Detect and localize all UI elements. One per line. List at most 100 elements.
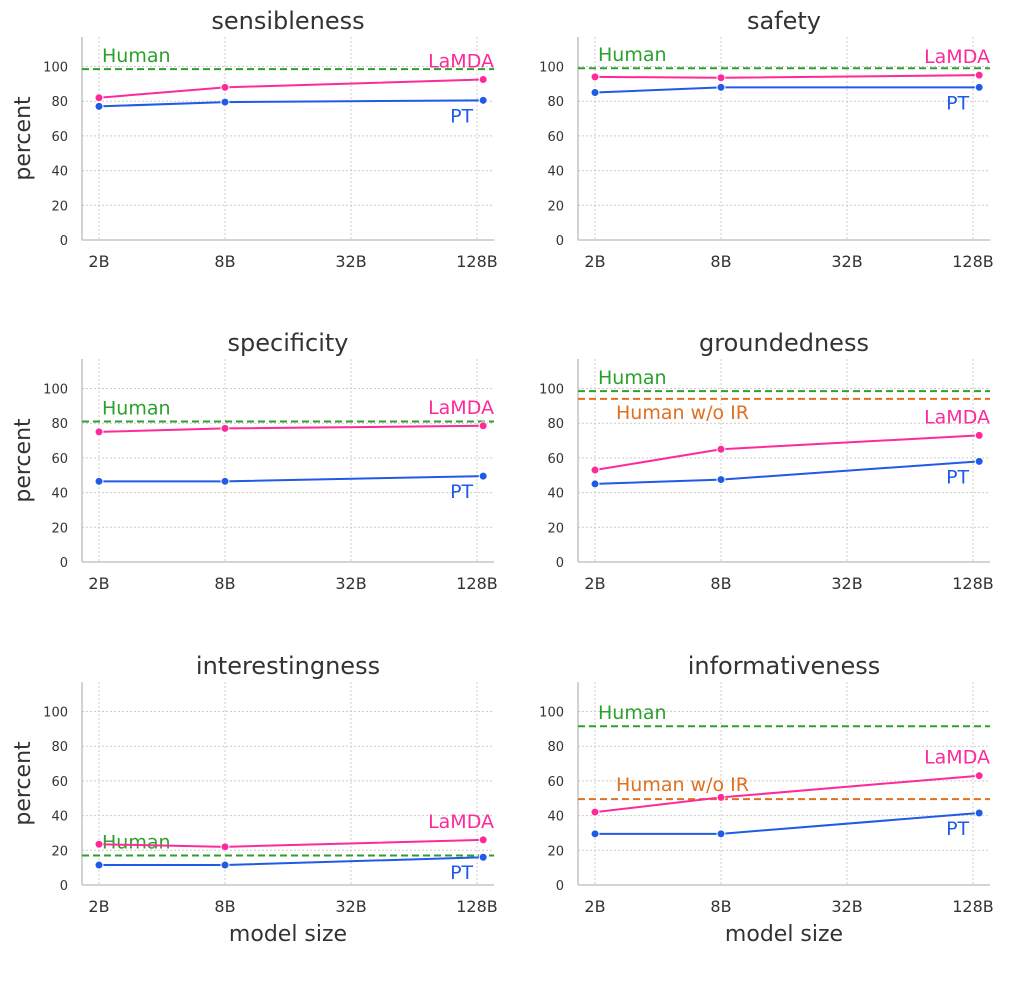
y-tick-label: 20 [547,844,564,859]
y-tick-label: 60 [547,452,564,467]
series-label-pt: PT [450,481,473,503]
data-point-pt [716,82,726,92]
y-tick-label: 80 [547,95,564,110]
panel-sensibleness: sensibleness 0 20 40 60 80 100 2B 8B 32B 128B perce… [11,7,498,271]
y-tick-label: 60 [51,775,68,790]
data-point-lamda [94,93,104,103]
y-tick-label: 40 [51,165,68,180]
data-point-pt [716,829,726,839]
y-tick-label: 20 [547,521,564,536]
x-tick-label: 128B [456,252,498,271]
y-tick-label: 100 [539,60,564,75]
series-line-lamda [98,424,484,433]
series-label-lamda: LaMDA [924,406,990,428]
series-line-pt [594,460,980,485]
series-line-pt [594,86,980,94]
x-tick-label: 2B [584,252,605,271]
hline-label: Human w/o IR [616,774,749,796]
y-axis-label: percent [11,741,36,826]
y-tick-label: 80 [547,417,564,432]
panel-groundedness: groundedness 0 20 40 60 80 100 2B 8B 32B 128B Human… [539,329,994,593]
x-tick-label: 2B [584,574,605,593]
y-tick-label: 0 [60,556,68,571]
hline-label: Human [598,44,667,66]
series-line-pt [99,856,484,867]
y-tick-label: 60 [51,452,68,467]
y-axis-label: percent [11,96,36,181]
data-point-pt [478,852,488,862]
x-tick-label: 128B [952,897,994,916]
hline-label: Human [102,832,171,854]
x-axis-label: model size [725,922,843,947]
x-tick-label: 32B [335,252,366,271]
data-point-lamda [974,430,984,440]
data-point-pt [478,95,488,105]
x-tick-label: 128B [456,897,498,916]
x-tick-label: 128B [952,252,994,271]
series-line-lamda [98,78,484,99]
x-tick-label: 128B [952,574,994,593]
y-tick-label: 60 [51,130,68,145]
data-point-lamda [716,73,726,83]
panel-interestingness: interestingness 0 20 40 60 80 100 2B 8B 32B 128B pe… [11,652,498,947]
series-line-pt [595,811,980,835]
panel-title: informativeness [688,652,881,680]
y-tick-label: 80 [51,740,68,755]
y-tick-label: 0 [556,556,564,571]
x-tick-label: 8B [214,252,235,271]
data-point-lamda [590,465,600,475]
data-point-pt [590,479,600,489]
x-tick-label: 2B [88,252,109,271]
series-label-lamda: LaMDA [924,46,990,68]
x-tick-label: 8B [710,574,731,593]
series-line-pt [99,475,484,483]
panel-safety: safety 0 20 40 60 80 100 2B 8B 32B 128B Human LaMDA P… [539,7,994,271]
y-tick-label: 100 [43,382,68,397]
y-tick-label: 100 [43,60,68,75]
data-point-pt [478,471,488,481]
y-tick-label: 0 [556,879,564,894]
data-point-lamda [220,82,230,92]
y-tick-label: 20 [51,199,68,214]
data-point-pt [974,82,984,92]
data-point-lamda [478,835,488,845]
data-point-pt [220,476,230,486]
x-tick-label: 32B [335,574,366,593]
data-point-pt [590,88,600,98]
y-tick-label: 80 [51,417,68,432]
y-tick-label: 100 [539,382,564,397]
y-tick-label: 40 [547,487,564,502]
series-label-pt: PT [946,818,969,840]
panel-title: sensibleness [211,7,364,35]
data-point-lamda [590,72,600,82]
data-point-pt [220,860,230,870]
y-tick-label: 0 [556,234,564,249]
panel-title: groundedness [699,329,869,357]
panel-title: safety [747,7,821,35]
panel-specificity: specificity 0 20 40 60 80 100 2B 8B 32B 128B percen… [11,329,498,593]
x-axis-label: model size [229,922,347,947]
data-point-lamda [478,75,488,85]
y-tick-label: 40 [547,165,564,180]
hline-label: Human [102,45,171,67]
data-point-pt [974,808,984,818]
panel-title: interestingness [196,652,380,680]
x-tick-label: 2B [88,574,109,593]
x-tick-label: 128B [456,574,498,593]
series-line-pt [98,99,484,108]
data-point-lamda [716,792,726,802]
panel-informativeness: informativeness 0 20 40 60 80 100 2B 8B 32B 128B mo… [539,652,994,947]
x-tick-label: 32B [831,574,862,593]
data-point-lamda [478,421,488,431]
hline-label: Human [102,397,171,419]
data-point-lamda [974,771,984,781]
data-point-lamda [94,839,104,849]
y-tick-label: 80 [51,95,68,110]
data-point-lamda [974,70,984,80]
x-tick-label: 8B [710,897,731,916]
data-point-pt [716,475,726,485]
series-label-lamda: LaMDA [428,51,494,73]
series-label-lamda: LaMDA [428,811,494,833]
hline-label: Human [598,702,667,724]
